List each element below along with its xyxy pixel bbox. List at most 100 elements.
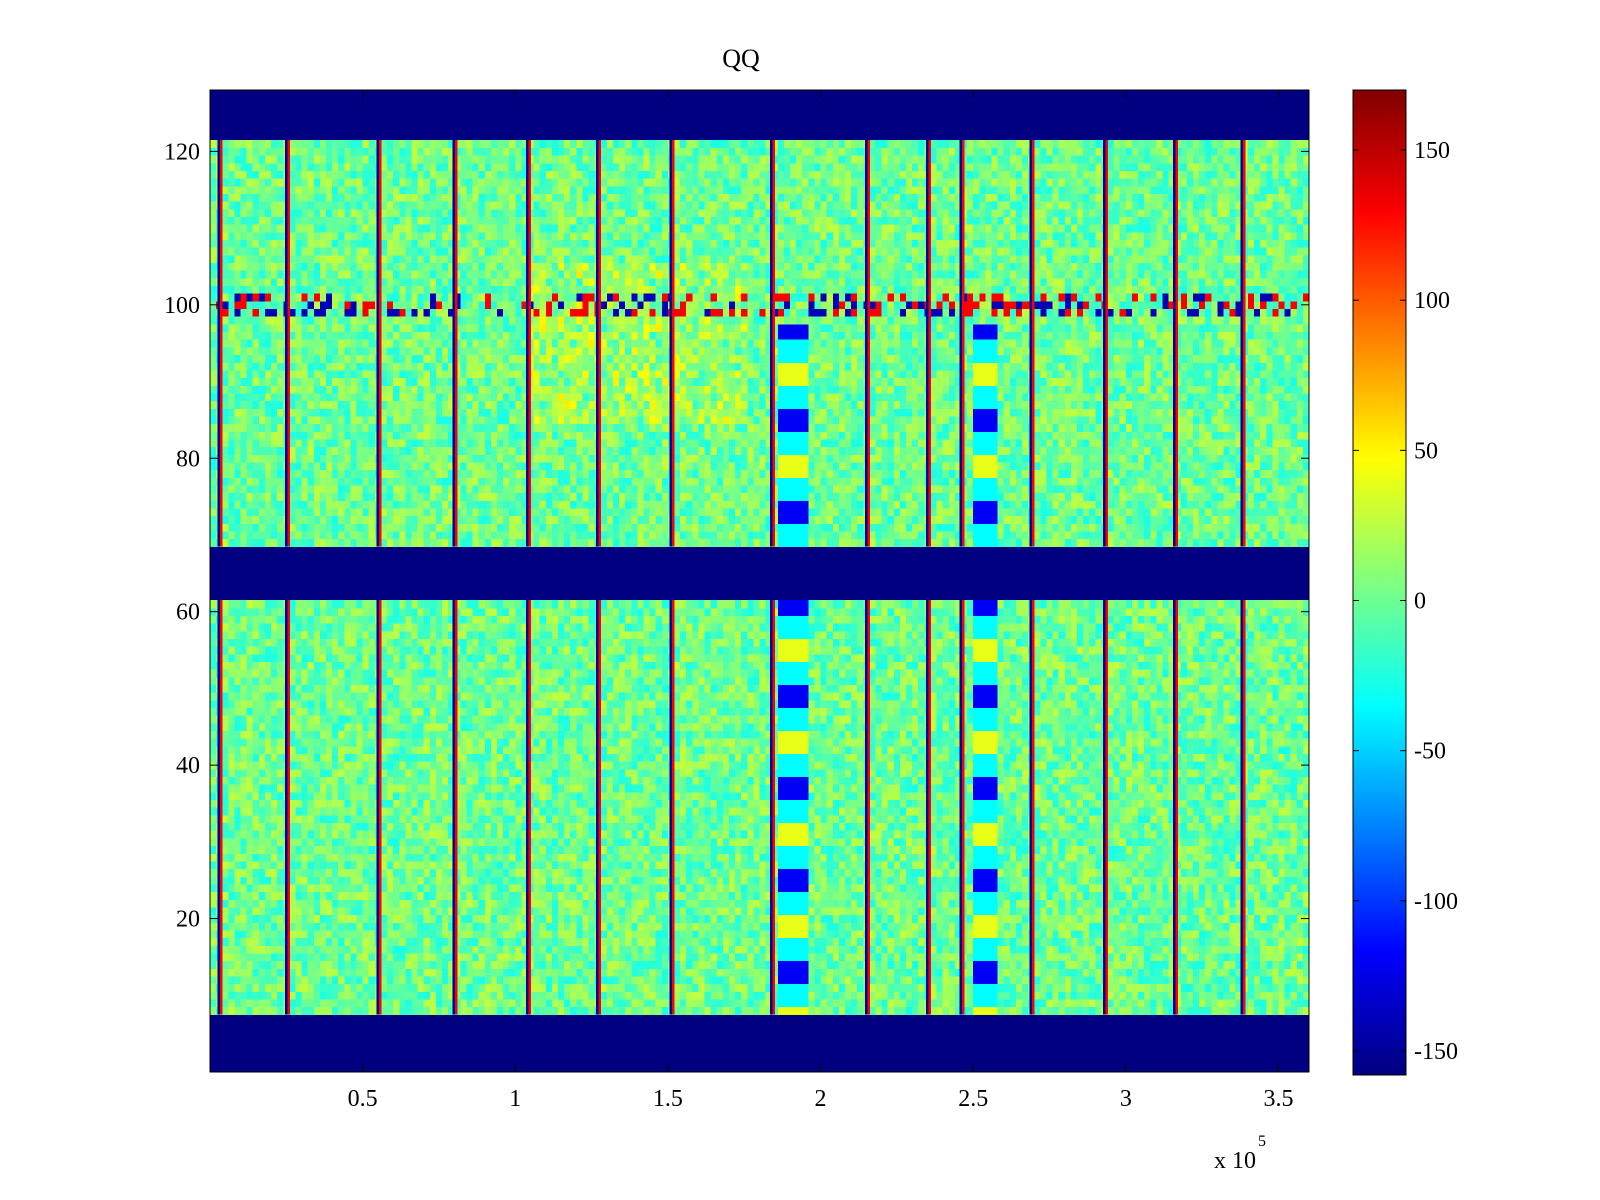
heatmap-cell: [619, 945, 626, 954]
heatmap-cell: [1272, 945, 1279, 954]
heatmap-cell: [533, 999, 541, 1008]
heatmap-cell: [484, 914, 492, 923]
heatmap-cell: [1260, 976, 1267, 985]
heatmap-cell: [661, 814, 669, 824]
heatmap-cell: [368, 845, 376, 854]
heatmap-cell: [1290, 814, 1298, 824]
heatmap-cell: [1192, 868, 1200, 877]
heatmap-cell: [692, 922, 699, 931]
heatmap-cell: [881, 968, 889, 977]
heatmap-cell: [1040, 937, 1047, 946]
heatmap-cell: [899, 899, 907, 908]
heatmap-cell: [442, 991, 449, 1000]
heatmap-cell: [222, 937, 229, 946]
heatmap-cell: [790, 922, 797, 931]
heatmap-cell: [1199, 845, 1206, 854]
heatmap-cell: [887, 907, 895, 916]
heatmap-cell: [606, 960, 614, 969]
heatmap-cell: [606, 991, 614, 1000]
heatmap-cell: [1272, 914, 1279, 923]
heatmap-cell: [759, 937, 767, 946]
heatmap-cell: [979, 807, 986, 816]
heatmap-cell: [564, 907, 571, 916]
heatmap-cell: [551, 945, 559, 954]
heatmap-cell: [393, 1006, 400, 1015]
heatmap-cell: [1205, 937, 1212, 946]
heatmap-cell: [1058, 983, 1066, 992]
heatmap-cell: [710, 868, 718, 877]
heatmap-cell: [1015, 976, 1023, 985]
heatmap-cell: [405, 960, 412, 969]
heatmap-cell: [490, 937, 498, 946]
heatmap-cell: [264, 830, 272, 839]
heatmap-cell: [716, 876, 724, 885]
heatmap-cell: [252, 838, 260, 847]
heatmap-cell: [1144, 830, 1151, 839]
heatmap-cell: [429, 830, 437, 839]
heatmap-cell: [906, 884, 913, 893]
heatmap-cell: [1040, 945, 1047, 954]
heatmap-cell: [356, 907, 364, 916]
heatmap-cell: [1046, 976, 1053, 985]
heatmap-cell: [692, 814, 699, 824]
heatmap-cell: [460, 922, 467, 931]
heatmap-cell: [710, 807, 718, 816]
heatmap-cell: [704, 853, 712, 862]
heatmap-cell: [472, 914, 480, 923]
heatmap-cell: [722, 891, 730, 900]
heatmap-cell: [240, 807, 248, 816]
heatmap-cell: [674, 953, 681, 962]
heatmap-cell: [319, 930, 327, 939]
heatmap-cell: [576, 861, 583, 870]
heatmap-cell: [326, 845, 333, 854]
heatmap-cell: [973, 868, 980, 877]
heatmap-cell: [423, 807, 431, 816]
heatmap-cell: [1003, 884, 1011, 893]
heatmap-cell: [222, 1006, 229, 1015]
heatmap-cell: [448, 930, 455, 939]
heatmap-cell: [435, 937, 443, 946]
heatmap-cell: [747, 830, 754, 839]
heatmap-cell: [1003, 991, 1011, 1000]
heatmap-cell: [796, 838, 803, 847]
heatmap-cell: [307, 838, 315, 847]
heatmap-cell: [918, 853, 925, 862]
heatmap-cell: [1254, 807, 1261, 816]
heatmap-cell: [661, 968, 669, 977]
heatmap-cell: [1205, 991, 1212, 1000]
heatmap-cell: [814, 822, 821, 831]
heatmap-cell: [1186, 861, 1194, 870]
heatmap-cell: [503, 899, 510, 908]
heatmap-cell: [588, 807, 596, 816]
heatmap-cell: [252, 914, 260, 923]
heatmap-cell: [271, 799, 278, 808]
heatmap-cell: [1290, 884, 1298, 893]
heatmap-cell: [429, 960, 437, 969]
heatmap-cell: [838, 868, 846, 877]
heatmap-cell: [967, 960, 974, 969]
heatmap-cell: [1235, 868, 1243, 877]
heatmap-cell: [1296, 830, 1304, 839]
heatmap-cell: [1022, 907, 1029, 916]
heatmap-cell: [612, 945, 620, 954]
heatmap-cell: [503, 991, 510, 1000]
heatmap-cell: [1107, 853, 1115, 862]
heatmap-cell: [1229, 891, 1237, 900]
heatmap-cell: [356, 937, 364, 946]
heatmap-cell: [832, 853, 840, 862]
heatmap-cell: [948, 868, 956, 877]
heatmap-cell: [1302, 983, 1310, 992]
heatmap-cell: [387, 930, 394, 939]
heatmap-cell: [851, 838, 858, 847]
heatmap-cell: [399, 884, 406, 893]
heatmap-cell: [411, 799, 418, 808]
heatmap-cell: [765, 799, 773, 808]
heatmap-cell: [979, 907, 986, 916]
heatmap-cell: [619, 930, 626, 939]
heatmap-cell: [344, 914, 351, 923]
heatmap-cell: [277, 884, 284, 893]
heatmap-cell: [1022, 868, 1029, 877]
heatmap-cell: [838, 983, 846, 992]
heatmap-cell: [1003, 937, 1011, 946]
heatmap-cell: [1022, 999, 1029, 1008]
